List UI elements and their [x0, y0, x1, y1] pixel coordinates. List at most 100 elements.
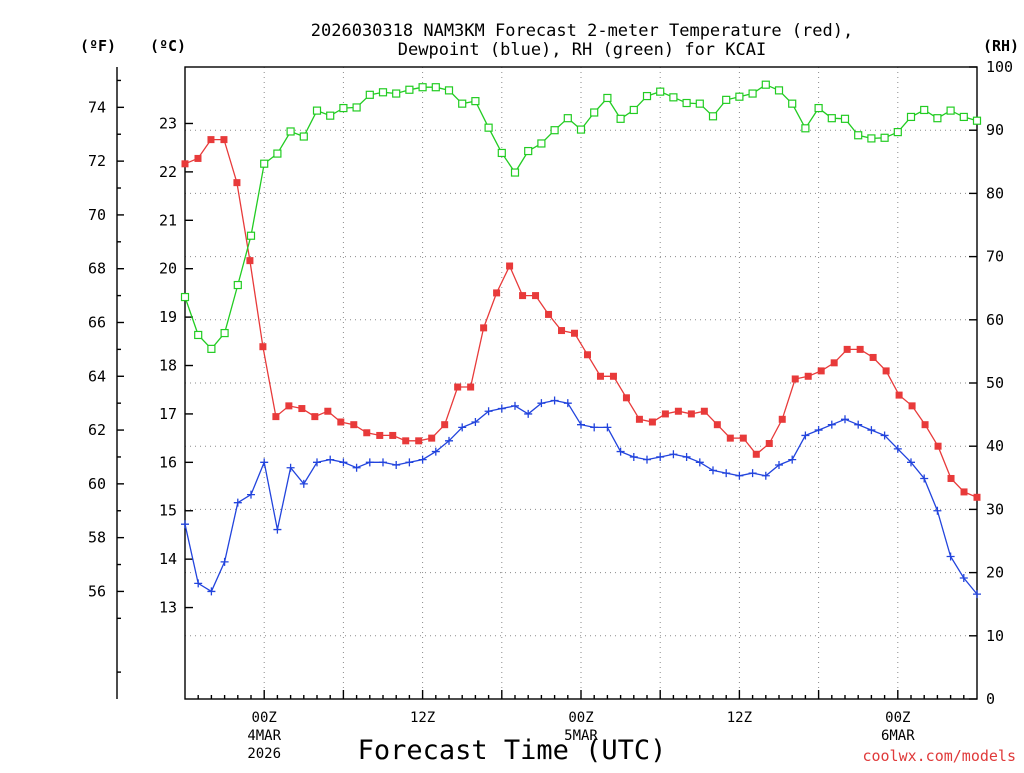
rh-point [510, 168, 520, 177]
dewpoint-point [590, 423, 599, 432]
dewpoint-point [511, 401, 519, 410]
temperature-point [532, 292, 540, 300]
rh-point [814, 103, 823, 113]
dewpoint-point [722, 469, 731, 478]
rh-tick-label: 10 [986, 627, 1004, 645]
rh-point [840, 114, 850, 123]
temperature-point [207, 136, 215, 144]
dewpoint-point [233, 498, 242, 507]
temperature-point [635, 415, 643, 423]
temperature-point [765, 440, 773, 448]
temperature-point [337, 418, 345, 426]
dewpoint-point [973, 590, 981, 599]
rh-point [854, 131, 863, 140]
rh-point [550, 126, 559, 135]
x-tick-label: 00Z [252, 710, 277, 726]
rh-tick-label: 90 [986, 121, 1004, 139]
rh-point [326, 111, 335, 120]
temperature-point [973, 493, 981, 501]
f-tick-label: 58 [88, 529, 106, 547]
rh-point [286, 127, 295, 136]
rh-point [669, 93, 678, 102]
rh-point [220, 328, 229, 338]
x-tick-date-label: 4MAR [247, 728, 281, 744]
dewpoint-point [524, 409, 533, 418]
dewpoint-point [326, 455, 335, 464]
x-tick-date-label: 6MAR [881, 728, 915, 744]
rh-tick-label: 30 [986, 500, 1004, 518]
rh-point [906, 112, 916, 122]
dewpoint-point [339, 458, 348, 467]
dewpoint-point [313, 458, 321, 467]
dewpoint-point [194, 579, 203, 588]
dewpoint-point [220, 557, 229, 566]
f-tick-label: 70 [88, 206, 106, 224]
dewpoint-point [392, 461, 401, 470]
rh-point [537, 139, 546, 148]
rh-point [880, 133, 889, 142]
dewpoint-point [563, 399, 572, 408]
temperature-point [830, 359, 838, 367]
c-tick-label: 13 [159, 599, 177, 617]
dewpoint-point [445, 436, 453, 445]
rh-point [629, 105, 638, 115]
f-tick-label: 68 [88, 260, 106, 278]
temperature-point [817, 367, 825, 375]
rh-tick-label: 60 [986, 311, 1004, 329]
rh-point [616, 114, 625, 123]
c-tick-label: 23 [159, 114, 177, 132]
temperature-point [311, 413, 319, 421]
rh-point [458, 99, 467, 108]
rh-point [735, 92, 744, 101]
rh-point [365, 90, 374, 99]
dewpoint-point [273, 525, 282, 534]
chart-title-line2: Dewpoint (blue), RH (green) for KCAI [398, 40, 766, 60]
temperature-point [778, 415, 786, 423]
rh-point [246, 231, 256, 240]
temperature-point [882, 367, 890, 375]
dewpoint-point [418, 455, 427, 464]
dewpoint-point [431, 447, 440, 456]
rh-point [867, 134, 876, 143]
rh-point [933, 114, 942, 123]
temperature-point [752, 450, 760, 458]
rh-point [299, 132, 308, 141]
temperature-point [285, 402, 293, 410]
temperature-point [804, 372, 812, 380]
temperature-point [233, 179, 241, 187]
temperature-point [558, 327, 566, 335]
temperature-point [389, 431, 397, 439]
c-tick-label: 16 [159, 453, 177, 471]
x-axis-title: Forecast Time (UTC) [358, 735, 667, 766]
dewpoint-point [788, 455, 797, 464]
rh-point [339, 103, 348, 113]
dewpoint-point [181, 520, 189, 529]
temperature-point [324, 407, 332, 415]
temperature-point [648, 418, 656, 426]
c-tick-label: 17 [159, 405, 177, 423]
temperature-point [181, 160, 189, 168]
left-c-unit-label: (ºC) [150, 37, 186, 55]
dewpoint-point [801, 431, 810, 440]
temperature-point [350, 421, 358, 429]
rh-point [603, 93, 612, 103]
f-tick-label: 56 [88, 582, 106, 600]
series-layer [180, 80, 982, 599]
rh-tick-label: 50 [986, 374, 1004, 392]
dewpoint-point [761, 471, 770, 480]
temperature-point [713, 421, 721, 429]
temperature-point [791, 375, 799, 383]
dewpoint-point [893, 444, 902, 453]
temperature-point [895, 391, 903, 399]
x-tick-label: 00Z [568, 710, 593, 726]
temperature-point [220, 136, 228, 144]
rh-point [959, 112, 968, 122]
x-tick-label: 00Z [885, 710, 910, 726]
rh-point [312, 106, 322, 115]
rh-point [920, 105, 929, 115]
rh-point [708, 112, 718, 121]
temperature-point [571, 329, 579, 337]
dewpoint-point [299, 479, 308, 488]
dewpoint-point [550, 396, 559, 405]
dewpoint-point [656, 452, 665, 461]
